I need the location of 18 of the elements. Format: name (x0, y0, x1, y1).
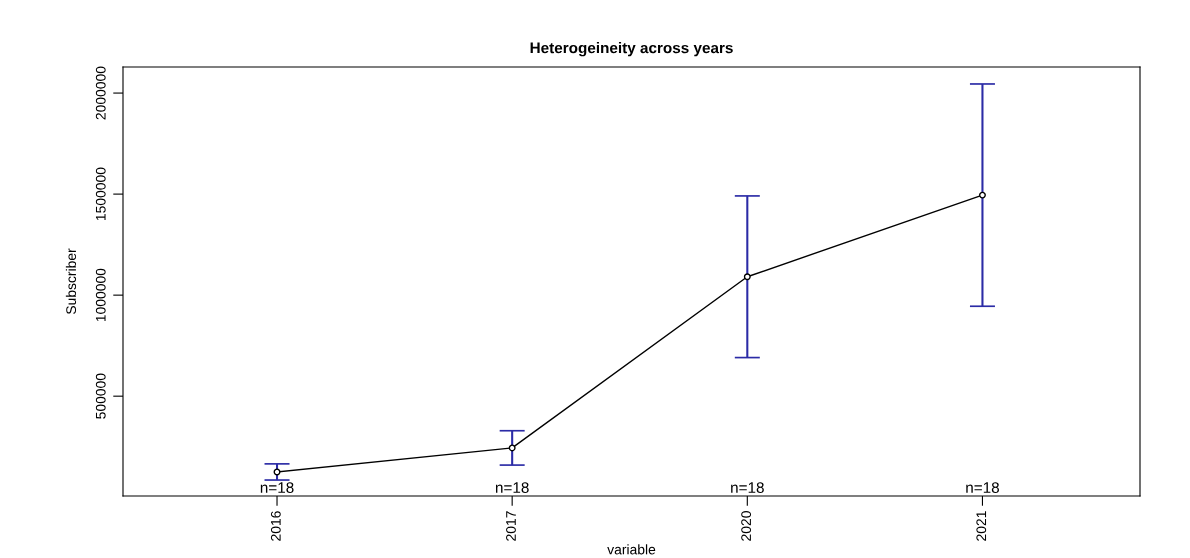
x-tick-label: 2017 (506, 511, 516, 541)
x-tick-label: 2016 (270, 511, 281, 541)
x-axis-title: variable (607, 544, 656, 555)
annotation: n=18 (731, 482, 764, 493)
x-tick-label: 2021 (976, 511, 987, 541)
point (508, 444, 516, 452)
annotation: n=18 (495, 482, 529, 493)
annotation: n=18 (966, 482, 999, 493)
point (978, 191, 986, 199)
y-axis-title: Subscriber (65, 248, 77, 315)
y-tick-label: 1500000 (95, 167, 106, 221)
y-tick-label: 2000000 (95, 66, 106, 120)
annotation: n=18 (260, 482, 294, 493)
y-tick-label: 500000 (95, 373, 106, 419)
y-tick-label: 1000000 (95, 268, 106, 322)
chart-title: Heterogeineity across years (530, 42, 733, 57)
x-tick-label: 2020 (741, 511, 752, 541)
point (743, 273, 751, 281)
